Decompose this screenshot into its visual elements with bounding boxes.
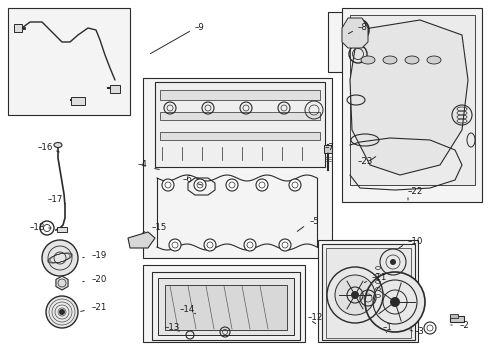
Text: –12: –12 (307, 314, 323, 323)
Text: –9: –9 (195, 23, 204, 32)
Polygon shape (325, 248, 410, 338)
Bar (449, 314, 457, 318)
Circle shape (364, 272, 424, 332)
Circle shape (244, 239, 256, 251)
Circle shape (389, 297, 399, 307)
Text: –21: –21 (92, 303, 107, 312)
Text: –17: –17 (48, 195, 63, 204)
Bar (317, 240, 417, 342)
Bar (142, 265, 305, 342)
Bar (160, 132, 319, 140)
Circle shape (225, 179, 238, 191)
Text: –5: –5 (309, 217, 319, 226)
Bar (327, 12, 389, 72)
Text: –6: –6 (183, 175, 192, 184)
Circle shape (350, 291, 358, 299)
Bar (449, 316, 463, 322)
Text: –10: –10 (407, 238, 423, 247)
Text: –16: –16 (38, 144, 53, 153)
Text: –1: –1 (382, 324, 392, 333)
Circle shape (59, 309, 65, 315)
Ellipse shape (426, 56, 440, 64)
Text: –8: –8 (357, 23, 367, 32)
Bar (57, 227, 67, 232)
Circle shape (334, 275, 374, 315)
Polygon shape (152, 272, 299, 340)
Circle shape (256, 179, 267, 191)
Bar (160, 90, 319, 100)
Text: –18: –18 (30, 224, 45, 233)
Bar (71, 97, 85, 105)
Text: –7: –7 (325, 144, 334, 153)
Circle shape (169, 239, 181, 251)
Bar (158, 278, 293, 335)
Bar (349, 15, 474, 185)
Polygon shape (321, 244, 414, 340)
Polygon shape (128, 232, 155, 248)
Ellipse shape (360, 56, 374, 64)
Text: –3: –3 (414, 328, 424, 337)
Polygon shape (349, 20, 467, 175)
Bar (155, 82, 325, 167)
Bar (110, 85, 120, 93)
Circle shape (389, 259, 395, 265)
Bar (8, 8, 130, 115)
Circle shape (288, 179, 301, 191)
Bar (160, 112, 319, 120)
Circle shape (46, 296, 78, 328)
Circle shape (203, 239, 216, 251)
Text: –15: –15 (152, 224, 167, 233)
Ellipse shape (404, 56, 418, 64)
Bar (142, 78, 331, 258)
Text: –11: –11 (371, 274, 386, 283)
Text: –4: –4 (138, 161, 147, 170)
Bar (324, 145, 331, 153)
Text: –14: –14 (180, 306, 195, 315)
Circle shape (162, 179, 174, 191)
Circle shape (42, 240, 78, 276)
Ellipse shape (382, 56, 396, 64)
Text: –19: –19 (92, 251, 107, 260)
Text: –23: –23 (357, 157, 373, 166)
Circle shape (279, 239, 290, 251)
Text: –20: –20 (92, 275, 107, 284)
Ellipse shape (54, 143, 62, 148)
Polygon shape (341, 18, 367, 48)
Text: –2: –2 (459, 320, 469, 329)
Text: –22: –22 (407, 188, 423, 197)
Circle shape (194, 179, 205, 191)
Bar (341, 8, 481, 202)
Bar (14, 24, 22, 32)
Polygon shape (164, 285, 286, 330)
Text: –13: –13 (164, 324, 180, 333)
